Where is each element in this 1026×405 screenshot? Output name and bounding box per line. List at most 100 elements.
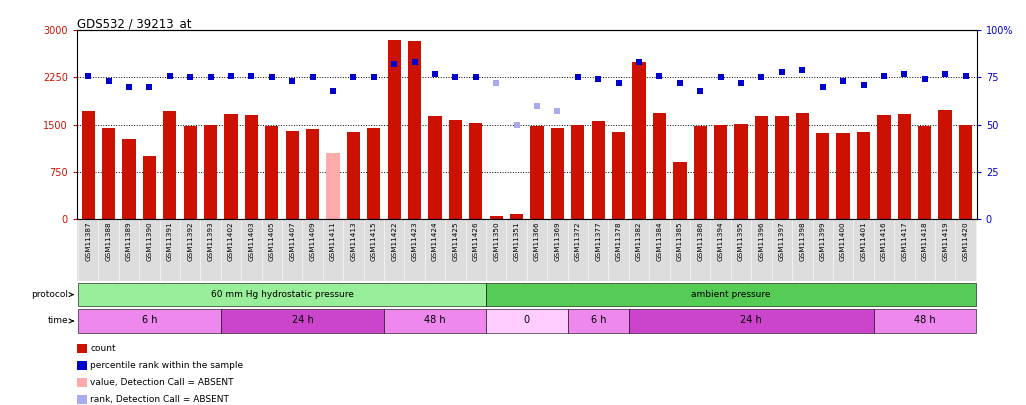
Bar [285, 131, 299, 219]
Text: GSM11419: GSM11419 [942, 222, 948, 262]
Bar [694, 126, 707, 219]
Bar [796, 113, 808, 219]
Point [856, 82, 872, 88]
Bar [81, 111, 94, 219]
Point [896, 70, 912, 77]
Point [957, 72, 974, 79]
Point [753, 74, 770, 81]
Text: GSM11372: GSM11372 [575, 222, 581, 262]
Point [835, 78, 852, 85]
Text: GSM11394: GSM11394 [717, 222, 723, 262]
Text: 24 h: 24 h [741, 315, 762, 326]
Text: rank, Detection Call = ABSENT: rank, Detection Call = ABSENT [90, 395, 229, 404]
Point [916, 76, 933, 83]
Text: GSM11402: GSM11402 [228, 222, 234, 262]
Text: count: count [90, 344, 116, 353]
Text: GSM11389: GSM11389 [126, 222, 132, 262]
Point [365, 74, 382, 81]
Bar [265, 126, 278, 219]
Text: GSM11401: GSM11401 [861, 222, 867, 262]
Text: ambient pressure: ambient pressure [692, 290, 771, 298]
Bar [836, 133, 850, 219]
Point [284, 78, 301, 85]
Bar [388, 40, 401, 219]
Point [610, 80, 627, 86]
Text: GSM11405: GSM11405 [269, 222, 275, 262]
Point [794, 67, 811, 73]
Bar [225, 114, 238, 219]
Bar [408, 41, 422, 219]
Point [509, 122, 525, 128]
Bar [448, 119, 462, 219]
Point [774, 68, 790, 75]
Text: 60 mm Hg hydrostatic pressure: 60 mm Hg hydrostatic pressure [210, 290, 353, 298]
Text: GSM11416: GSM11416 [881, 222, 886, 262]
Bar [163, 111, 176, 219]
Bar [486, 283, 976, 307]
Text: GSM11398: GSM11398 [799, 222, 805, 262]
Text: GSM11420: GSM11420 [962, 222, 969, 262]
Text: GSM11423: GSM11423 [411, 222, 418, 262]
Bar [367, 128, 381, 219]
Text: GSM11390: GSM11390 [147, 222, 153, 262]
Bar [939, 110, 952, 219]
Point [631, 59, 647, 66]
Point [468, 74, 484, 81]
Text: 6 h: 6 h [142, 315, 157, 326]
Text: GSM11415: GSM11415 [370, 222, 377, 262]
Text: time: time [47, 316, 68, 326]
Text: GSM11377: GSM11377 [595, 222, 601, 262]
Text: GSM11399: GSM11399 [820, 222, 826, 262]
Bar [221, 309, 384, 333]
Point [693, 87, 709, 94]
Point [815, 84, 831, 90]
Bar [877, 115, 891, 219]
Text: GSM11387: GSM11387 [85, 222, 91, 262]
Text: GSM11397: GSM11397 [779, 222, 785, 262]
Bar [469, 123, 482, 219]
Bar [429, 116, 441, 219]
Text: 24 h: 24 h [291, 315, 313, 326]
Text: GSM11392: GSM11392 [187, 222, 193, 262]
Point [325, 87, 342, 94]
Point [182, 74, 198, 81]
Point [672, 80, 688, 86]
Text: value, Detection Call = ABSENT: value, Detection Call = ABSENT [90, 378, 234, 387]
Point [427, 70, 443, 77]
Point [305, 74, 321, 81]
Text: GSM11417: GSM11417 [901, 222, 907, 262]
Bar [857, 132, 870, 219]
Point [528, 102, 545, 109]
Point [712, 74, 728, 81]
Point [202, 74, 219, 81]
Text: GSM11422: GSM11422 [391, 222, 397, 262]
Point [223, 72, 239, 79]
Bar [673, 162, 686, 219]
Bar [755, 116, 768, 219]
Bar [551, 128, 564, 219]
Bar [714, 125, 727, 219]
Text: GSM11351: GSM11351 [514, 222, 519, 262]
Bar [530, 126, 544, 219]
Bar [918, 126, 932, 219]
Text: GSM11400: GSM11400 [840, 222, 846, 262]
Text: GSM11411: GSM11411 [330, 222, 337, 262]
Bar [143, 156, 156, 219]
Text: GSM11385: GSM11385 [677, 222, 683, 262]
Bar [204, 125, 218, 219]
Bar [347, 132, 360, 219]
Text: GSM11393: GSM11393 [207, 222, 213, 262]
Text: GSM11396: GSM11396 [758, 222, 764, 262]
Point [590, 76, 606, 83]
Text: 6 h: 6 h [591, 315, 606, 326]
Bar [384, 309, 486, 333]
Text: GSM11350: GSM11350 [494, 222, 500, 262]
Text: GSM11382: GSM11382 [636, 222, 642, 262]
Text: GSM11384: GSM11384 [657, 222, 663, 262]
Text: GSM11418: GSM11418 [921, 222, 928, 262]
Point [549, 108, 565, 115]
Point [101, 78, 117, 85]
Bar [816, 133, 829, 219]
Bar [184, 126, 197, 219]
Point [447, 74, 464, 81]
